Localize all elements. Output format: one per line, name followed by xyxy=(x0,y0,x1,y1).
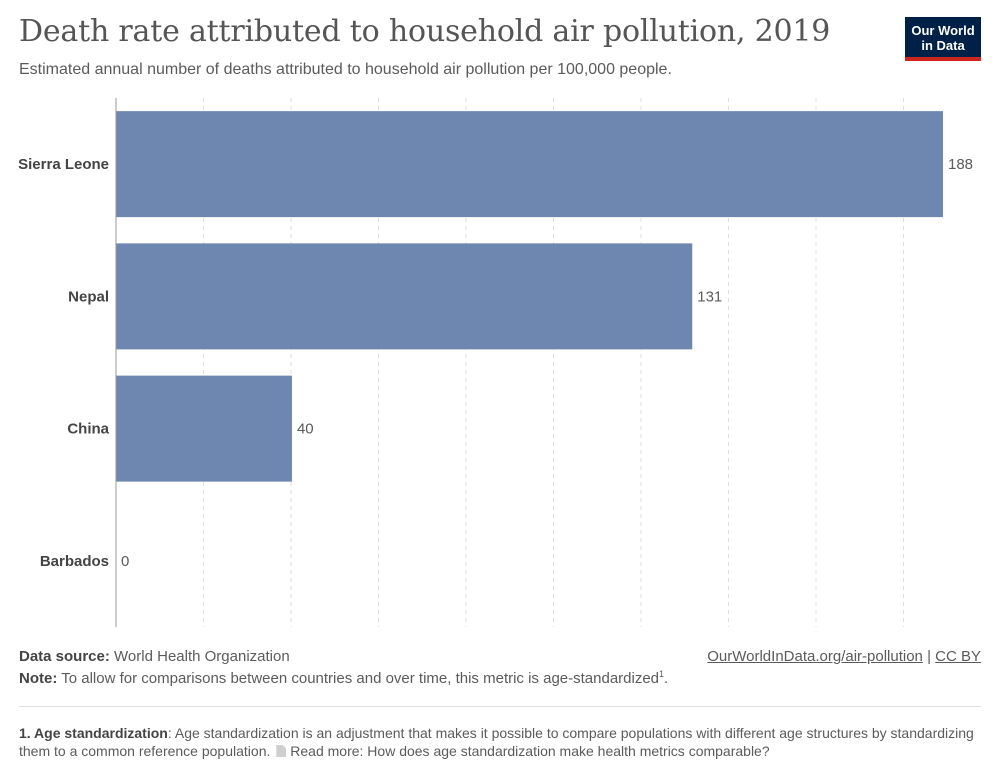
link-separator: | xyxy=(927,648,931,665)
chart-subtitle: Estimated annual number of deaths attrib… xyxy=(19,61,672,78)
read-more-link[interactable]: Read more: How does age standardization … xyxy=(290,743,770,759)
data-source: Data source: World Health Organization xyxy=(19,648,290,665)
bar xyxy=(116,111,943,218)
bar xyxy=(116,375,292,482)
category-label: Barbados xyxy=(40,553,109,570)
logo-line-2: in Data xyxy=(921,38,965,53)
note-end: . xyxy=(664,670,669,687)
footnote: 1. Age standardization: Age standardizat… xyxy=(19,724,981,760)
value-label: 0 xyxy=(121,553,129,570)
note-text: To allow for comparisons between countri… xyxy=(61,670,660,687)
bar-chart: Sierra Leone 188 Nepal 131 China 40 Barbados 0 xyxy=(18,98,973,627)
source-link[interactable]: OurWorldInData.org/air-pollution xyxy=(707,648,923,665)
chart-note: Note: To allow for comparisons between c… xyxy=(19,669,668,687)
owid-logo[interactable]: Our World in Data xyxy=(905,17,981,61)
note-label: Note: xyxy=(19,670,58,687)
data-source-label: Data source: xyxy=(19,648,110,665)
data-source-text: World Health Organization xyxy=(114,648,290,665)
category-label: Nepal xyxy=(68,288,109,305)
bar xyxy=(116,243,693,350)
value-label: 40 xyxy=(297,421,314,438)
document-icon xyxy=(276,745,287,757)
note-footnote-ref: 1 xyxy=(659,669,665,679)
footnote-text: : Age standardization is an adjustment t… xyxy=(19,725,974,759)
logo-line-1: Our World xyxy=(911,23,975,38)
footnote-label: 1. Age standardization xyxy=(19,725,168,741)
license-link[interactable]: CC BY xyxy=(935,648,981,665)
category-label: Sierra Leone xyxy=(18,156,109,173)
footer-divider xyxy=(19,706,981,707)
source-links: OurWorldInData.org/air-pollution | CC BY xyxy=(707,648,981,665)
value-label: 131 xyxy=(697,288,722,305)
chart-title: Death rate attributed to household air p… xyxy=(19,14,831,49)
category-label: China xyxy=(67,421,109,438)
value-label: 188 xyxy=(948,156,973,173)
